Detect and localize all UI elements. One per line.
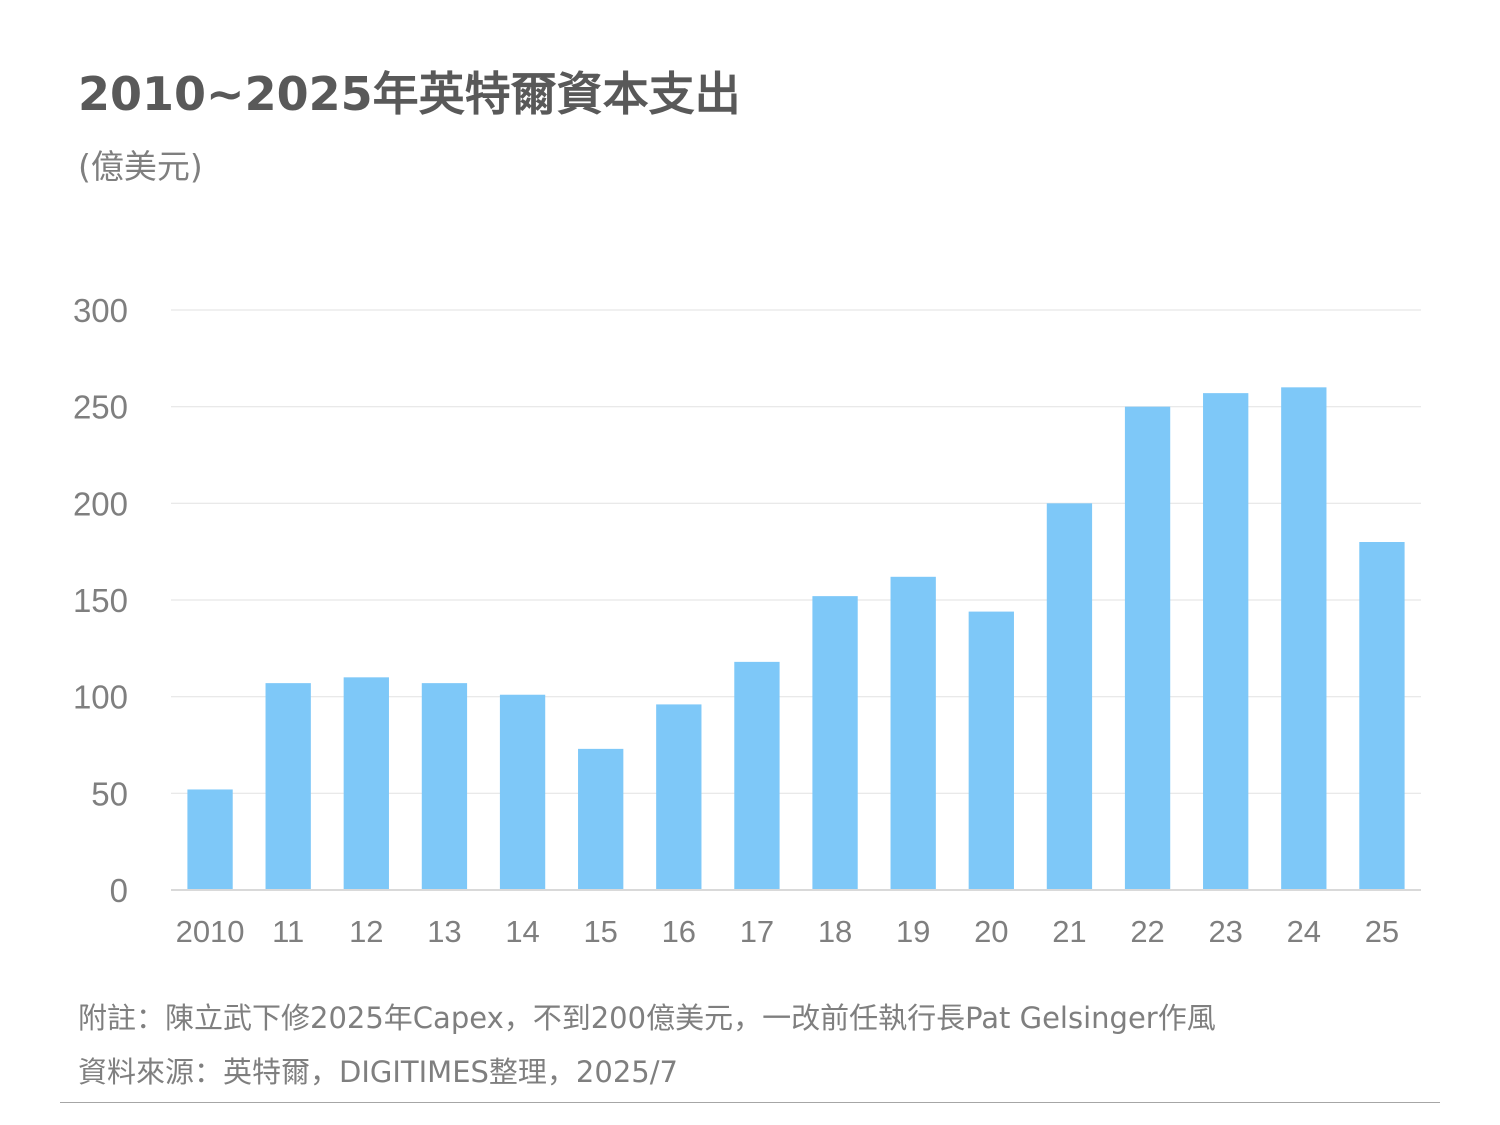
- y-axis-ticks: 0 50 100 150 200 250 300: [73, 292, 128, 909]
- source-note: 資料來源：英特爾，DIGITIMES整理，2025/7: [78, 1055, 678, 1089]
- bar-15: [578, 748, 624, 890]
- x-tick-label: 18: [818, 914, 852, 949]
- x-tick-label: 13: [427, 914, 461, 949]
- y-tick-label: 150: [73, 582, 128, 619]
- x-tick-label: 24: [1287, 914, 1321, 949]
- x-tick-label: 21: [1052, 914, 1086, 949]
- bar-24: [1281, 387, 1327, 890]
- x-tick-label: 23: [1208, 914, 1242, 949]
- x-tick-label: 20: [974, 914, 1008, 949]
- x-tick-label: 25: [1365, 914, 1399, 949]
- x-tick-label: 14: [505, 914, 539, 949]
- bar-21: [1046, 503, 1093, 890]
- y-tick-label: 250: [73, 389, 128, 426]
- y-tick-label: 50: [91, 775, 128, 812]
- bar-16: [656, 704, 702, 890]
- bar-25: [1359, 542, 1405, 890]
- bar-14: [499, 694, 546, 890]
- x-tick-label: 11: [272, 914, 304, 949]
- y-tick-label: 0: [110, 872, 128, 909]
- bar-22: [1124, 406, 1171, 890]
- bar-19: [890, 576, 936, 890]
- x-tick-label: 19: [896, 914, 930, 949]
- bottom-divider: [60, 1102, 1440, 1103]
- x-tick-label: 15: [583, 914, 617, 949]
- x-axis-ticks: 2010 11 12 13 14 15 16 17 18 19 20 21 22 23 24 25: [176, 914, 1400, 949]
- bar-13: [421, 683, 468, 890]
- unit-label: (億美元): [78, 147, 203, 186]
- bar-23: [1203, 393, 1249, 890]
- x-tick-label: 12: [349, 914, 383, 949]
- x-tick-label: 2010: [176, 914, 245, 949]
- bars: [187, 387, 1405, 890]
- bar-11: [265, 683, 311, 890]
- bar-2010: [187, 789, 233, 890]
- y-tick-label: 100: [73, 679, 128, 716]
- bar-12: [343, 677, 389, 890]
- footnote: 附註：陳立武下修2025年Capex，不到200億美元，一改前任執行長Pat G…: [78, 1001, 1216, 1035]
- bar-18: [812, 596, 858, 890]
- y-tick-label: 300: [73, 292, 128, 329]
- bar-20: [968, 611, 1014, 890]
- y-tick-label: 200: [73, 485, 128, 522]
- chart-title: 2010~2025年英特爾資本支出: [78, 67, 741, 121]
- x-tick-label: 16: [662, 914, 696, 949]
- bar-17: [734, 661, 780, 890]
- x-tick-label: 17: [740, 914, 774, 949]
- x-tick-label: 22: [1130, 914, 1164, 949]
